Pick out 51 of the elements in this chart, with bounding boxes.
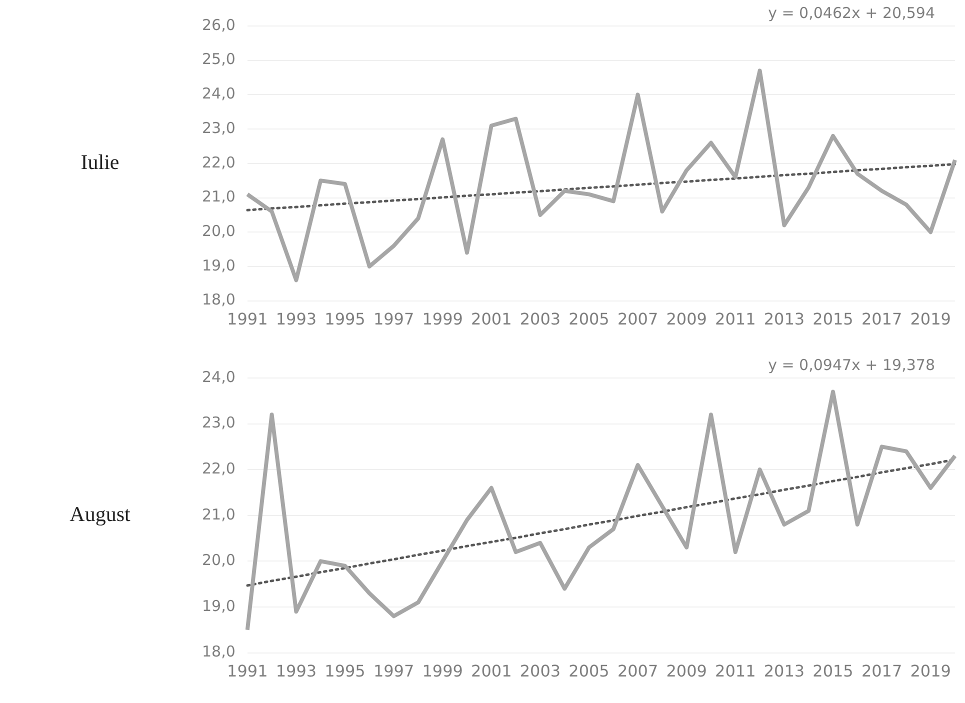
x-tick-label: 2009 <box>666 310 707 329</box>
y-axis-title: August <box>68 502 132 527</box>
text: y = 0,0462x + 20,594 <box>768 4 935 22</box>
y-tick-label: 24,0 <box>202 84 236 103</box>
x-tick-label: 1995 <box>324 662 366 681</box>
y-tick-label: 21,0 <box>202 505 236 524</box>
x-tick-label: 1997 <box>373 310 414 329</box>
line-series <box>246 162 956 212</box>
x-tick-label: 1999 <box>422 310 463 329</box>
x-tick-label: 1991 <box>227 310 268 329</box>
y-tick-label: 26,0 <box>202 16 236 34</box>
y-tick-label: 19,0 <box>202 256 236 274</box>
y-axis-title: Iulie <box>80 150 120 175</box>
x-tick-label: 1993 <box>276 310 317 329</box>
x-tick-label: 2001 <box>471 662 512 681</box>
x-tick-label: 2015 <box>812 662 854 681</box>
x-tick-label: 2013 <box>764 310 805 329</box>
x-tick-label: 1993 <box>276 662 317 681</box>
y-tick-label: 18,0 <box>202 642 236 661</box>
x-tick-label: 2011 <box>715 310 756 329</box>
x-tick-label: 2003 <box>520 662 561 681</box>
x-tick-label: 2013 <box>764 662 805 681</box>
x-tick-label: 1999 <box>422 662 463 681</box>
y-tick-label: 18,0 <box>202 290 236 309</box>
x-tick-label: 2001 <box>471 310 512 329</box>
x-tick-label: 2007 <box>617 662 658 681</box>
y-tick-label: 22,0 <box>202 459 236 478</box>
x-tick-label: 2009 <box>666 662 707 681</box>
x-tick-label: 2005 <box>568 662 610 681</box>
x-tick-label: 1997 <box>373 662 414 681</box>
y-tick-label: 24,0 <box>202 368 236 386</box>
y-tick-label: 22,0 <box>202 153 236 172</box>
x-tick-label: 2003 <box>520 310 561 329</box>
y-tick-label: 23,0 <box>202 414 236 432</box>
x-tick-label: 2005 <box>568 310 610 329</box>
x-tick-label: 2011 <box>715 662 756 681</box>
y-tick-label: 25,0 <box>202 50 236 68</box>
x-tick-label: 2015 <box>812 310 854 329</box>
y-tick-label: 21,0 <box>202 188 236 206</box>
x-tick-label: 1995 <box>324 310 366 329</box>
x-tick-label: 1991 <box>227 662 268 681</box>
y-tick-label: 19,0 <box>202 596 236 615</box>
x-tick-label: 2019 <box>910 310 951 329</box>
x-tick-label: 2019 <box>910 662 951 681</box>
y-tick-label: 20,0 <box>202 222 236 240</box>
text: y = 0,0947x + 19,378 <box>768 356 935 374</box>
y-tick-label: 23,0 <box>202 118 236 137</box>
x-tick-label: 2017 <box>861 310 902 329</box>
y-tick-label: 20,0 <box>202 551 236 570</box>
x-tick-label: 2017 <box>861 662 902 681</box>
x-tick-label: 2007 <box>617 310 658 329</box>
